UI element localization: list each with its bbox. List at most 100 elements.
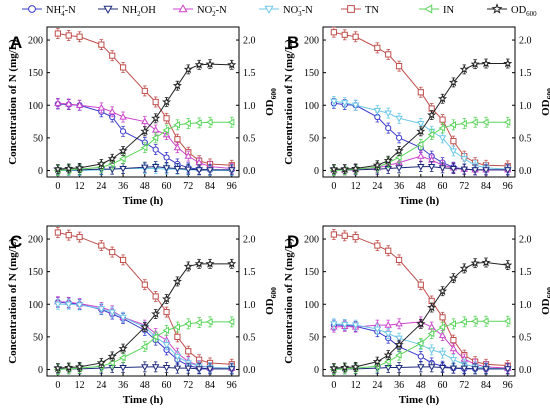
- data-point-tn: [341, 31, 348, 38]
- data-point-od: [183, 261, 193, 271]
- legend-label-od-sub: 600: [526, 10, 537, 18]
- x-tick-label: 12: [351, 380, 361, 391]
- data-point-nh2oh: [504, 366, 512, 373]
- y-right-axis-title: OD600: [264, 88, 278, 116]
- x-tick-label: 36: [118, 181, 128, 192]
- data-point-in: [119, 155, 126, 163]
- legend-label-nh2oh-tail: OH: [141, 5, 157, 16]
- data-point-tn: [76, 233, 83, 241]
- data-point-in: [416, 140, 424, 149]
- data-point-in: [206, 118, 213, 126]
- panel-letter: A: [10, 33, 22, 52]
- data-point-od: [503, 260, 513, 270]
- data-point-in: [395, 153, 402, 162]
- y-right-tick-label: 0.0: [519, 365, 532, 376]
- panel-C: C 0 12 24 36 48 60 72 84 96 0 50 100 150 200 0.0 0.5 1.0 1…: [7, 225, 278, 406]
- data-point-no3: [460, 156, 468, 163]
- data-point-od: [329, 164, 339, 174]
- y-left-tick-label: 100: [304, 101, 319, 112]
- y-left-tick-label: 0: [314, 365, 319, 376]
- data-point-od: [118, 343, 128, 353]
- data-point-no3: [384, 110, 392, 118]
- data-point-od: [416, 319, 426, 328]
- data-point-od: [416, 126, 426, 136]
- legend-marker-od: [491, 3, 503, 14]
- y-left-tick-label: 200: [304, 235, 319, 246]
- data-point-tn: [141, 87, 148, 95]
- panel-letter: D: [287, 232, 299, 251]
- x-tick-label: 48: [416, 181, 426, 192]
- data-point-nh2oh: [395, 364, 403, 372]
- panel-A: A 0 12 24 36 48 60 72 84 96 0 50 100 150 200 0.0 0.5 1.0 1…: [7, 26, 278, 207]
- data-point-nh4: [152, 146, 159, 153]
- legend-label-no3-sup: −: [298, 3, 302, 11]
- x-tick-label: 0: [55, 380, 60, 391]
- legend-label-no2: NO− 2-N: [197, 3, 227, 18]
- legend-label-tn-main: TN: [365, 5, 379, 16]
- legend-item-no2: NO− 2-N: [173, 3, 227, 18]
- data-point-nh2oh: [141, 164, 149, 172]
- data-point-in: [482, 118, 489, 126]
- data-point-od: [470, 258, 480, 268]
- data-point-nh2oh: [173, 165, 182, 173]
- data-point-tn: [385, 51, 392, 58]
- data-point-tn: [385, 247, 392, 254]
- data-point-od: [503, 58, 513, 68]
- x-tick-label: 72: [183, 181, 193, 192]
- data-point-in: [427, 130, 435, 139]
- y-right-axis-title-main: OD: [264, 298, 276, 315]
- data-point-od: [427, 302, 437, 312]
- panel-letter: C: [10, 232, 22, 251]
- data-point-in: [184, 119, 191, 128]
- data-point-nh2oh: [438, 364, 447, 372]
- data-point-nh2oh: [449, 165, 458, 173]
- data-point-in: [227, 118, 235, 126]
- data-point-od: [340, 362, 350, 372]
- data-point-tn: [417, 281, 424, 288]
- y-left-tick-label: 0: [38, 166, 43, 177]
- legend-marker-no2: [178, 4, 188, 13]
- data-point-in: [206, 318, 213, 326]
- data-point-od: [194, 259, 204, 268]
- y-left-tick-label: 50: [309, 332, 319, 343]
- data-point-in: [384, 357, 391, 366]
- y-left-tick-label: 150: [28, 267, 43, 278]
- x-tick-label: 48: [416, 380, 426, 391]
- y-right-tick-label: 0.0: [519, 166, 532, 177]
- y-right-tick-label: 0.0: [243, 365, 256, 376]
- plot-frame: [46, 225, 240, 377]
- data-point-nh2oh: [141, 364, 149, 371]
- data-point-od: [151, 309, 161, 318]
- y-right-axis-title-main: OD: [540, 99, 550, 116]
- data-point-nh2oh: [417, 364, 425, 371]
- legend-item-no3: NO− 3-N: [259, 3, 313, 18]
- data-point-tn: [174, 333, 181, 340]
- series-line-no2: [333, 321, 508, 369]
- data-point-nh2oh: [417, 163, 425, 171]
- legend-marker-nh4: [28, 5, 36, 13]
- x-axis-title: Time (h): [123, 394, 164, 406]
- legend: NH+ 4-N NH2OH NO− 2-N NO− 3-N TN IN OD600: [22, 3, 537, 18]
- data-point-nh2oh: [119, 165, 127, 173]
- legend-label-od-main: OD: [511, 5, 527, 16]
- legend-label-nh2oh: NH2OH: [122, 5, 156, 18]
- data-point-tn: [330, 29, 337, 36]
- y-left-tick-label: 150: [28, 68, 43, 79]
- data-point-no3: [97, 306, 106, 313]
- data-point-no3: [384, 331, 392, 338]
- data-point-in: [471, 118, 478, 126]
- data-point-tn: [450, 337, 457, 344]
- data-point-od: [75, 362, 85, 371]
- series-line-nh4: [57, 103, 232, 171]
- y-left-tick-label: 50: [33, 133, 43, 144]
- y-right-axis-title-sub: 600: [269, 287, 278, 299]
- data-point-in: [184, 320, 191, 328]
- data-point-nh2oh: [184, 365, 192, 373]
- data-point-no2: [119, 112, 127, 120]
- data-point-no3: [330, 98, 338, 106]
- data-point-od: [351, 163, 361, 173]
- data-point-in: [449, 320, 456, 328]
- x-tick-label: 72: [459, 380, 469, 391]
- x-tick-label: 0: [331, 181, 336, 192]
